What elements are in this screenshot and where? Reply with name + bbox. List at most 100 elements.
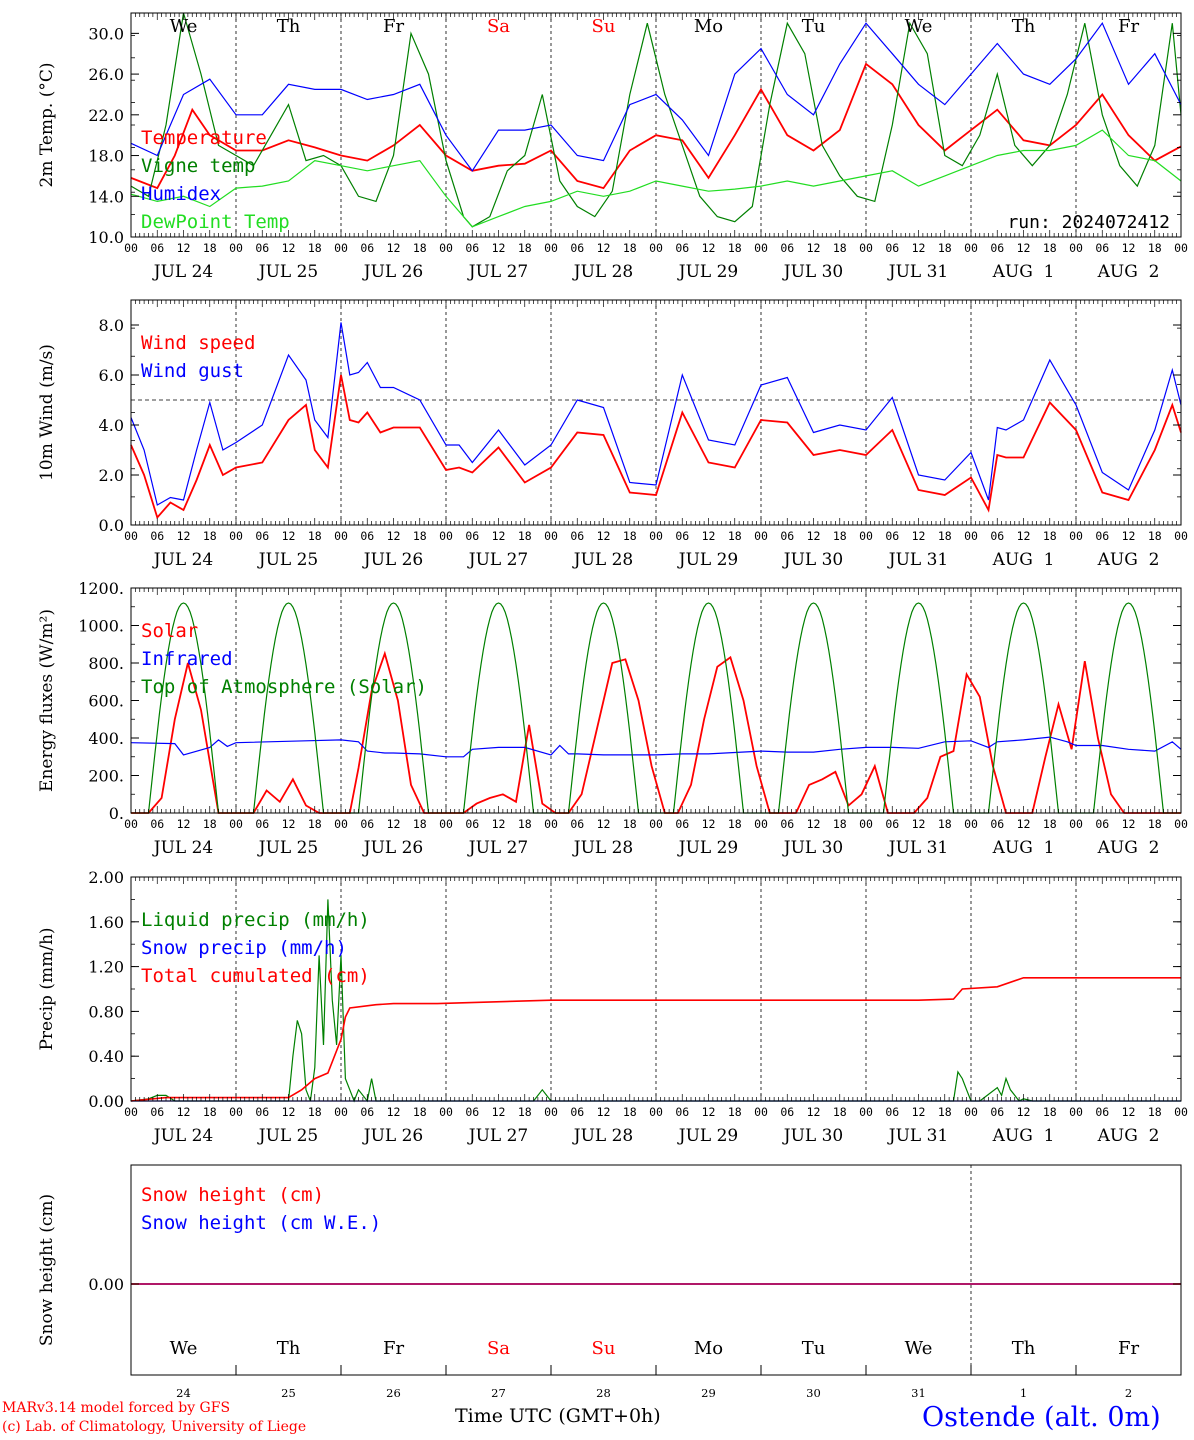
x-tick-label: 00 [439,241,453,255]
day-name: Th [1012,16,1036,37]
x-tick-label: 18 [1148,241,1162,255]
date-label: JUL 31 [887,838,948,858]
x-tick-label: 12 [912,1105,926,1119]
x-tick-label: 00 [544,1105,558,1119]
y-tick-label: 22.0 [88,106,124,125]
x-tick-label: 12 [912,817,926,831]
x-tick-label: 00 [439,529,453,543]
x-tick-label: 00 [1174,529,1188,543]
date-label: JUL 26 [362,550,423,570]
day-name: Su [592,1338,616,1359]
legend-entry: Top of Atmosphere (Solar) [141,676,427,698]
x-tick-label: 12 [807,1105,821,1119]
date-label: JUL 28 [572,550,633,570]
x-tick-label: 18 [938,529,952,543]
y-tick-label: 600. [88,692,124,711]
x-tick-label: 00 [754,241,768,255]
date-label: JUL 24 [152,550,213,570]
plot-frame [130,299,1182,526]
day-name: Fr [383,1338,404,1359]
y-axis-label: Precip (mm/h) [37,927,57,1050]
x-tick-label: 06 [885,817,899,831]
legend-entry: DewPoint Temp [141,211,290,233]
x-tick-label: 00 [229,817,243,831]
x-tick-label: 18 [728,1105,742,1119]
plot-frame [130,12,1182,238]
day-name: We [170,1338,198,1359]
x-tick-label: 12 [702,817,716,831]
x-tick-label: 06 [360,817,374,831]
date-label: JUL 28 [572,838,633,858]
x-tick-label: 06 [360,529,374,543]
x-tick-label: 06 [150,1105,164,1119]
x-tick-label: 00 [649,529,663,543]
x-tick-label: 12 [807,529,821,543]
date-label: AUG 1 [992,262,1055,282]
x-tick-label: 18 [203,241,217,255]
x-tick-label: 06 [570,529,584,543]
x-tick-label: 06 [255,529,269,543]
x-tick-label: 06 [990,241,1004,255]
series-line-humidex [130,22,1182,172]
date-label: JUL 30 [782,838,843,858]
y-tick-label: 0.0 [99,516,124,535]
day-name: Sa [487,1338,510,1359]
x-tick-label: 12 [1017,1105,1031,1119]
y-tick-label: 0.80 [88,1002,124,1021]
y-tick-label: 800. [88,654,124,673]
x-tick-label: 06 [885,529,899,543]
x-tick-label: 18 [308,529,322,543]
date-label: AUG 1 [992,838,1055,858]
series-line-infrared [130,736,1182,758]
x-tick-label: 12 [177,529,191,543]
x-tick-label: 06 [675,529,689,543]
x-tick-label: 18 [518,817,532,831]
x-tick-label: 12 [387,1105,401,1119]
legend-entry: Total cumulated (cm) [141,965,370,987]
x-axis-label: Time UTC (GMT+0h) [455,1405,661,1427]
x-tick-label: 00 [859,1105,873,1119]
panel-0: 00 06 12 18 00 06 12 18 00 06 12 18 00 06 12 18 00 06 12 18… [37,12,1188,282]
y-tick-label: 0.00 [88,1275,124,1294]
x-tick-label: 00 [124,817,138,831]
x-tick-label: 06 [990,529,1004,543]
day-number: 31 [911,1386,926,1400]
x-tick-label: 00 [544,817,558,831]
date-label: JUL 26 [362,838,423,858]
x-tick-label: 00 [964,1105,978,1119]
x-tick-label: 06 [150,817,164,831]
x-tick-label: 12 [177,817,191,831]
x-tick-label: 18 [413,817,427,831]
x-tick-label: 00 [649,817,663,831]
x-tick-label: 06 [780,529,794,543]
x-tick-label: 12 [702,529,716,543]
x-tick-label: 06 [1095,817,1109,831]
y-axis-label: 2m Temp. (°C) [37,62,57,187]
x-tick-label: 18 [938,241,952,255]
panel-2: 00 06 12 18 00 06 12 18 00 06 12 18 00 06 12 18 00 06 12 18… [37,579,1188,858]
day-name: Fr [1118,16,1139,37]
x-tick-label: 18 [203,529,217,543]
series-line-liquid-precip-mm-h- [130,899,1181,1103]
x-tick-label: 12 [597,241,611,255]
x-tick-label: 18 [623,529,637,543]
date-label: JUL 31 [887,550,948,570]
date-label: JUL 24 [152,1126,213,1146]
y-axis-label: 10m Wind (m/s) [37,344,57,481]
x-tick-label: 00 [859,241,873,255]
date-label: JUL 25 [257,1126,318,1146]
x-tick-label: 06 [1095,241,1109,255]
x-tick-label: 00 [124,241,138,255]
x-tick-label: 18 [518,529,532,543]
panel-3: 00 06 12 18 00 06 12 18 00 06 12 18 00 06 12 18 00 06 12 18… [37,868,1188,1146]
x-tick-label: 12 [1122,241,1136,255]
x-tick-label: 12 [492,817,506,831]
x-tick-label: 06 [780,241,794,255]
x-tick-label: 12 [282,1105,296,1119]
x-tick-label: 18 [623,241,637,255]
y-tick-label: 8.0 [99,316,124,335]
date-label: JUL 30 [782,262,843,282]
x-tick-label: 00 [334,529,348,543]
x-tick-label: 00 [859,817,873,831]
x-tick-label: 06 [675,1105,689,1119]
